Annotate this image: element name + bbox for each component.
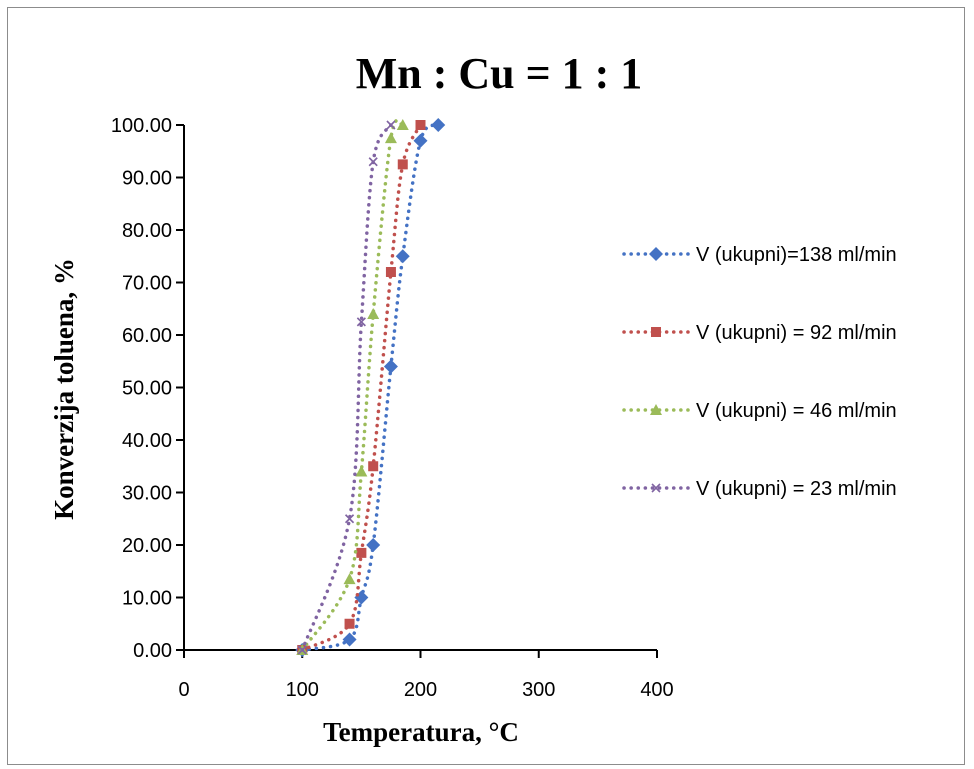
data-point (343, 573, 356, 585)
y-tick-label: 40.00 (122, 430, 172, 452)
legend-entry: V (ukupni) = 46 ml/min (622, 400, 897, 422)
data-point (386, 120, 396, 130)
data-point (395, 249, 410, 264)
data-point (396, 119, 409, 130)
data-point (368, 157, 378, 167)
legend-marker (651, 327, 661, 337)
legend-entry: V (ukupni)=138 ml/min (622, 244, 897, 266)
y-tick-label: 90.00 (122, 168, 172, 190)
data-point (397, 159, 408, 170)
y-tick-label: 70.00 (122, 273, 172, 295)
x-tick-label: 0 (178, 679, 189, 701)
x-marker-stroke (356, 317, 366, 327)
legend-entry: V (ukupni) = 23 ml/min (622, 478, 897, 500)
y-tick-label: 80.00 (122, 220, 172, 242)
y-tick-label: 50.00 (122, 378, 172, 400)
data-point (367, 308, 380, 319)
data-point (384, 132, 397, 144)
data-point (342, 632, 357, 647)
x-tick-label: 200 (404, 679, 437, 701)
trendline (300, 123, 440, 652)
trendline (300, 123, 393, 652)
trendline (300, 118, 405, 652)
data-point (415, 120, 426, 130)
legend-marker (649, 247, 663, 261)
chart-title: Mn : Cu = 1 : 1 (356, 49, 643, 98)
data-point (385, 267, 396, 277)
legend-label: V (ukupni) = 46 ml/min (696, 400, 897, 422)
data-point (366, 538, 381, 552)
legend-label: V (ukupni)=138 ml/min (696, 244, 897, 266)
data-point (344, 618, 355, 629)
data-point (297, 645, 307, 655)
x-axis-title: Temperatura, °C (323, 717, 519, 747)
x-tick-label: 100 (286, 679, 319, 701)
series-4 (297, 120, 396, 655)
x-marker-stroke (368, 157, 378, 167)
trendline (300, 123, 423, 652)
legend: V (ukupni)=138 ml/min V (ukupni) = 92 ml/… (622, 244, 897, 500)
data-point (431, 118, 446, 132)
legend-marker (651, 483, 661, 493)
y-tick-label: 10.00 (122, 588, 172, 610)
x-tick-label: 400 (640, 679, 673, 701)
x-marker-stroke (386, 120, 396, 130)
series-3 (296, 118, 409, 655)
data-point (344, 514, 355, 524)
x-tick-label: 300 (522, 679, 555, 701)
x-marker-stroke (344, 514, 355, 524)
data-point (413, 133, 428, 148)
data-point (356, 547, 367, 558)
y-axis-title: Konverzija toluena, % (49, 258, 79, 520)
data-point (355, 465, 368, 477)
data-point (383, 359, 398, 374)
y-tick-label: 20.00 (122, 535, 172, 557)
data-point (368, 461, 379, 472)
data-point (356, 317, 366, 327)
y-tick-label: 0.00 (133, 640, 172, 662)
x-marker-stroke (297, 645, 307, 655)
y-tick-label: 60.00 (122, 325, 172, 347)
y-tick-label: 30.00 (122, 483, 172, 505)
legend-label: V (ukupni) = 92 ml/min (696, 322, 897, 344)
plot-area: 0 100 200 300 400 0.00 10.00 20.00 30.00 40.00 50.… (111, 115, 674, 701)
legend-label: V (ukupni) = 23 ml/min (696, 478, 897, 500)
x-marker-stroke (651, 483, 661, 493)
y-tick-label: 100.00 (111, 115, 172, 137)
legend-marker (650, 404, 662, 415)
series-2 (297, 120, 426, 655)
legend-entry: V (ukupni) = 92 ml/min (622, 322, 897, 344)
chart-frame (7, 7, 965, 765)
